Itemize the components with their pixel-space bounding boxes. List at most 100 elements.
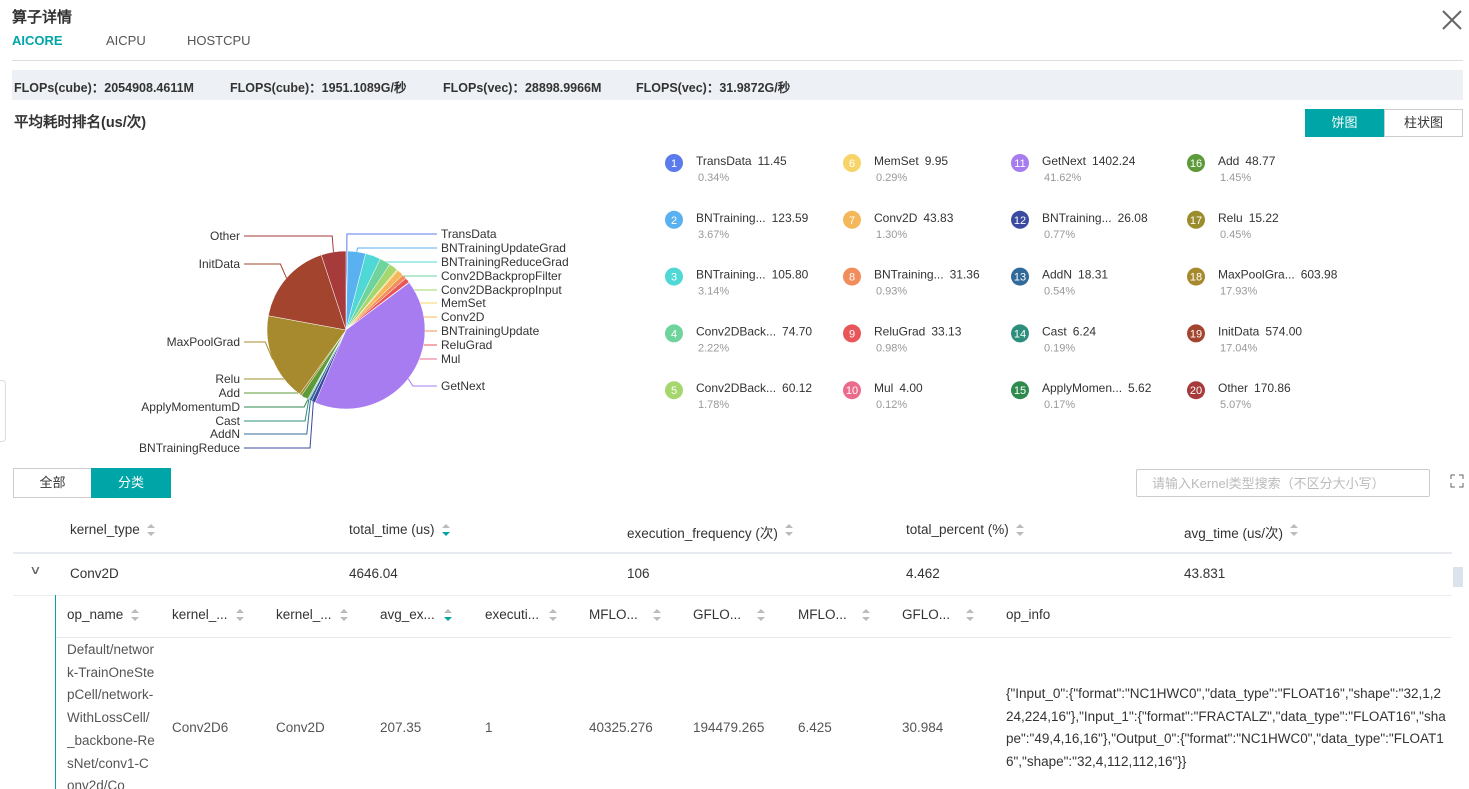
legend-rank: 16 xyxy=(1190,158,1202,170)
legend-label: Conv2D 43.83 xyxy=(874,211,954,225)
toggle-button[interactable]: 柱状图 xyxy=(1384,109,1463,137)
legend-name: BNTraining... xyxy=(696,268,766,282)
toggle-button[interactable]: 饼图 xyxy=(1305,109,1384,137)
legend-value: 105.80 xyxy=(772,268,809,282)
sort-icon[interactable] xyxy=(548,608,558,622)
stat: FLOPs(cube)：2054908.4611M xyxy=(14,81,194,95)
sort-icon[interactable] xyxy=(1015,523,1025,537)
legend-rank: 19 xyxy=(1190,328,1202,340)
legend-value: 18.31 xyxy=(1078,268,1108,282)
sort-icon[interactable] xyxy=(441,523,451,537)
legend-value: 574.00 xyxy=(1265,324,1302,338)
slice-label: Conv2DBackpropFilter xyxy=(441,269,562,283)
legend-marker xyxy=(1187,324,1205,343)
legend-marker xyxy=(665,210,683,229)
legend-rank: 20 xyxy=(1190,385,1202,397)
side-handle[interactable] xyxy=(0,380,6,442)
table-header-bg xyxy=(13,508,1452,554)
legend-percent: 0.12% xyxy=(876,399,907,411)
filter-tab[interactable]: 全部 xyxy=(13,468,92,498)
legend-label: Conv2DBack... 74.70 xyxy=(696,324,812,338)
tab[interactable]: HOSTCPU xyxy=(187,33,251,48)
expand-icon[interactable]: ∨ xyxy=(29,563,42,577)
legend-marker xyxy=(665,154,683,172)
legend-label: MaxPoolGra... 603.98 xyxy=(1218,268,1338,282)
cell: 43.831 xyxy=(1184,566,1226,581)
slice-label: BNTrainingReduce xyxy=(139,441,240,455)
legend-percent: 2.22% xyxy=(698,342,729,354)
search-input[interactable]: 请输入Kernel类型搜索（不区分大小写） xyxy=(1136,469,1430,497)
legend-percent: 41.62% xyxy=(1044,172,1082,184)
legend-label: BNTraining... 26.08 xyxy=(1042,211,1148,225)
sort-icon[interactable] xyxy=(1289,523,1299,537)
legend-marker xyxy=(843,210,861,229)
legend-value: 4.00 xyxy=(899,381,923,395)
legend-rank: 18 xyxy=(1190,272,1202,284)
chart-title: 平均耗时排名(us/次) xyxy=(14,115,147,131)
legend-label: InitData 574.00 xyxy=(1218,324,1302,338)
legend-name: Other xyxy=(1218,381,1248,395)
legend-percent: 5.07% xyxy=(1220,399,1251,411)
sub-column-header: MFLO... xyxy=(798,607,847,622)
sort-icon[interactable] xyxy=(756,608,766,622)
divider xyxy=(12,60,1463,61)
close-button[interactable] xyxy=(1440,8,1464,32)
slice-label: BNTrainingUpdateGrad xyxy=(441,241,566,255)
legend-rank: 7 xyxy=(849,215,855,227)
legend-rank: 13 xyxy=(1014,272,1026,284)
column-header: total_time (us) xyxy=(349,522,435,537)
slice-label: MaxPoolGrad xyxy=(167,335,240,349)
legend-marker xyxy=(665,267,683,286)
tab[interactable]: AICPU xyxy=(106,33,146,48)
legend-label: AddN 18.31 xyxy=(1042,268,1108,282)
column-header: kernel_type xyxy=(70,522,140,537)
legend-marker xyxy=(1187,381,1205,400)
legend-value: 74.70 xyxy=(782,324,812,338)
legend-percent: 0.98% xyxy=(876,342,907,354)
legend-name: MemSet xyxy=(874,154,919,168)
legend-value: 123.59 xyxy=(772,211,809,225)
sort-icon[interactable] xyxy=(130,608,140,622)
legend-name: Conv2D xyxy=(874,211,918,225)
legend-label: Mul 4.00 xyxy=(874,381,923,395)
stat: FLOPS(vec)：31.9872G/秒 xyxy=(636,81,791,95)
sort-icon[interactable] xyxy=(339,608,349,622)
legend-label: TransData 11.45 xyxy=(696,154,787,168)
fullscreen-icon[interactable] xyxy=(1450,474,1464,488)
legend-rank: 15 xyxy=(1014,385,1026,397)
slice-label: InitData xyxy=(199,257,241,271)
sort-icon[interactable] xyxy=(235,608,245,622)
slice-label: MemSet xyxy=(441,296,486,310)
sort-icon[interactable] xyxy=(965,608,975,622)
filter-tab[interactable]: 分类 xyxy=(91,468,171,498)
slice-label: Relu xyxy=(215,372,240,386)
legend-value: 5.62 xyxy=(1128,381,1152,395)
legend-value: 1402.24 xyxy=(1092,154,1136,168)
sort-icon[interactable] xyxy=(146,523,156,537)
title: 算子详情 xyxy=(12,9,73,26)
legend-percent: 0.54% xyxy=(1044,286,1075,298)
leader-line xyxy=(244,400,311,435)
slice-label: TransData xyxy=(441,227,497,241)
cell: 106 xyxy=(627,566,650,581)
slice-label: GetNext xyxy=(441,379,486,393)
sort-icon[interactable] xyxy=(861,608,871,622)
sort-icon[interactable] xyxy=(652,608,662,622)
sub-column-header: kernel_... xyxy=(172,607,228,622)
legend-percent: 0.19% xyxy=(1044,342,1075,354)
legend-label: BNTraining... 31.36 xyxy=(874,268,980,282)
legend-percent: 1.30% xyxy=(876,229,907,241)
legend-name: Conv2DBack... xyxy=(696,324,776,338)
sort-icon[interactable] xyxy=(784,523,794,537)
leader-line xyxy=(356,247,437,252)
legend-rank: 1 xyxy=(671,158,677,170)
cell: 30.984 xyxy=(902,720,944,735)
legend-label: ApplyMomen... 5.62 xyxy=(1042,381,1152,395)
tab[interactable]: AICORE xyxy=(12,33,63,48)
legend-marker xyxy=(1011,267,1029,286)
legend-value: 6.24 xyxy=(1073,324,1097,338)
slice-label: ReluGrad xyxy=(441,338,492,352)
legend-percent: 0.45% xyxy=(1220,229,1251,241)
sort-icon[interactable] xyxy=(443,608,453,622)
column-header: avg_time (us/次) xyxy=(1184,526,1284,541)
